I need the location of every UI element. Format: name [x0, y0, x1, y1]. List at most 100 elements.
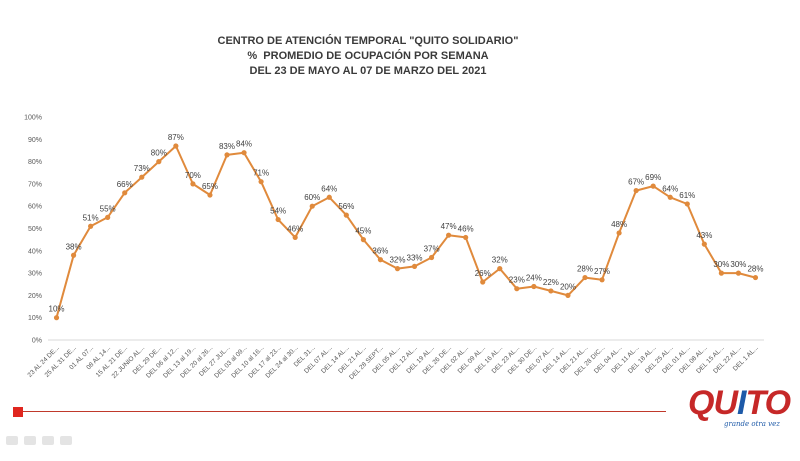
- data-label: 71%: [253, 169, 269, 178]
- data-point: [241, 150, 247, 156]
- data-label: 84%: [236, 140, 252, 149]
- series-line: [55, 145, 756, 318]
- data-label: 33%: [407, 253, 423, 262]
- zoom-icon[interactable]: [60, 436, 72, 445]
- data-point: [701, 241, 707, 247]
- presentation-controls: [6, 432, 78, 450]
- data-label: 55%: [100, 204, 116, 213]
- data-label: 64%: [321, 184, 337, 193]
- data-point: [463, 234, 469, 241]
- data-label: 30%: [730, 260, 746, 269]
- y-tick-label: 90%: [28, 137, 42, 144]
- data-point: [514, 286, 520, 292]
- data-label: 36%: [372, 247, 388, 256]
- y-tick-label: 100%: [24, 115, 42, 122]
- chart-title-line-2: % PROMEDIO DE OCUPACIÓN POR SEMANA: [247, 50, 489, 62]
- data-point: [718, 270, 724, 276]
- data-point: [667, 194, 673, 200]
- data-point: [139, 174, 145, 180]
- data-point: [88, 223, 94, 229]
- y-tick-label: 20%: [28, 293, 42, 300]
- data-label: 83%: [219, 142, 235, 151]
- quito-logo: QUITO grande otra vez: [688, 384, 791, 428]
- data-label: 10%: [49, 305, 65, 314]
- data-label: 23%: [509, 276, 525, 285]
- data-point: [684, 201, 690, 207]
- y-tick-label: 70%: [28, 181, 42, 188]
- data-point: [582, 274, 588, 281]
- data-point: [752, 274, 759, 281]
- data-label: 30%: [713, 260, 729, 269]
- data-point: [394, 266, 401, 272]
- y-tick-label: 10%: [28, 315, 42, 322]
- data-label: 26%: [475, 269, 491, 278]
- data-point: [735, 270, 742, 276]
- data-label: 24%: [526, 273, 542, 282]
- data-point: [377, 257, 384, 263]
- data-point: [258, 179, 264, 185]
- data-label: 73%: [134, 164, 150, 173]
- slide-marker: [13, 407, 23, 417]
- data-label: 28%: [577, 265, 593, 274]
- pen-icon[interactable]: [24, 436, 36, 445]
- data-label: 51%: [83, 213, 99, 222]
- data-label: 80%: [151, 149, 167, 158]
- chart-title: CENTRO DE ATENCIÓN TEMPORAL "QUITO SOLID…: [0, 34, 736, 79]
- y-tick-label: 60%: [28, 204, 42, 211]
- data-point: [122, 190, 128, 196]
- data-point: [565, 292, 571, 298]
- data-point: [360, 237, 366, 243]
- data-label: 56%: [338, 202, 354, 211]
- data-point: [446, 232, 452, 238]
- data-label: 32%: [389, 256, 405, 265]
- data-point: [599, 277, 605, 283]
- data-point: [292, 234, 298, 241]
- data-point: [497, 266, 503, 272]
- data-label: 65%: [202, 182, 218, 191]
- data-label: 38%: [66, 242, 82, 251]
- data-label: 87%: [168, 133, 184, 142]
- data-label: 64%: [662, 184, 678, 193]
- data-point: [156, 159, 162, 165]
- data-label: 69%: [645, 173, 661, 182]
- data-label: 45%: [355, 227, 371, 236]
- data-point: [309, 203, 315, 209]
- data-label: 61%: [679, 191, 695, 200]
- y-tick-label: 0%: [32, 338, 42, 345]
- back-icon[interactable]: [6, 436, 18, 445]
- data-point: [411, 263, 418, 270]
- y-tick-label: 50%: [28, 226, 42, 233]
- slide-progress-bar: [14, 411, 666, 412]
- data-point: [190, 181, 196, 187]
- data-point: [650, 183, 656, 189]
- data-label: 20%: [560, 282, 576, 291]
- data-label: 27%: [594, 267, 610, 276]
- y-tick-label: 80%: [28, 159, 42, 166]
- data-point: [275, 216, 281, 223]
- y-tick-label: 30%: [28, 271, 42, 278]
- data-label: 46%: [458, 224, 474, 233]
- data-point: [428, 254, 435, 261]
- data-label: 54%: [270, 207, 286, 216]
- data-label: 47%: [441, 222, 457, 231]
- data-point: [480, 279, 486, 285]
- data-point: [548, 288, 554, 294]
- data-label: 48%: [611, 220, 627, 229]
- data-label: 67%: [628, 178, 644, 187]
- data-point: [531, 283, 537, 290]
- data-label: 46%: [287, 224, 303, 233]
- data-point: [173, 143, 179, 149]
- data-label: 22%: [543, 278, 559, 287]
- data-point: [343, 212, 349, 218]
- data-label: 43%: [696, 231, 712, 240]
- data-point: [70, 252, 77, 258]
- chart-title-line-1: CENTRO DE ATENCIÓN TEMPORAL "QUITO SOLID…: [217, 35, 519, 47]
- data-label: 66%: [117, 180, 133, 189]
- slides-icon[interactable]: [42, 436, 54, 445]
- data-label: 28%: [747, 265, 763, 274]
- logo-tagline: grande otra vez: [724, 420, 780, 428]
- y-tick-label: 40%: [28, 248, 42, 255]
- data-point: [224, 152, 230, 158]
- data-label: 70%: [185, 171, 201, 180]
- data-point: [633, 187, 639, 194]
